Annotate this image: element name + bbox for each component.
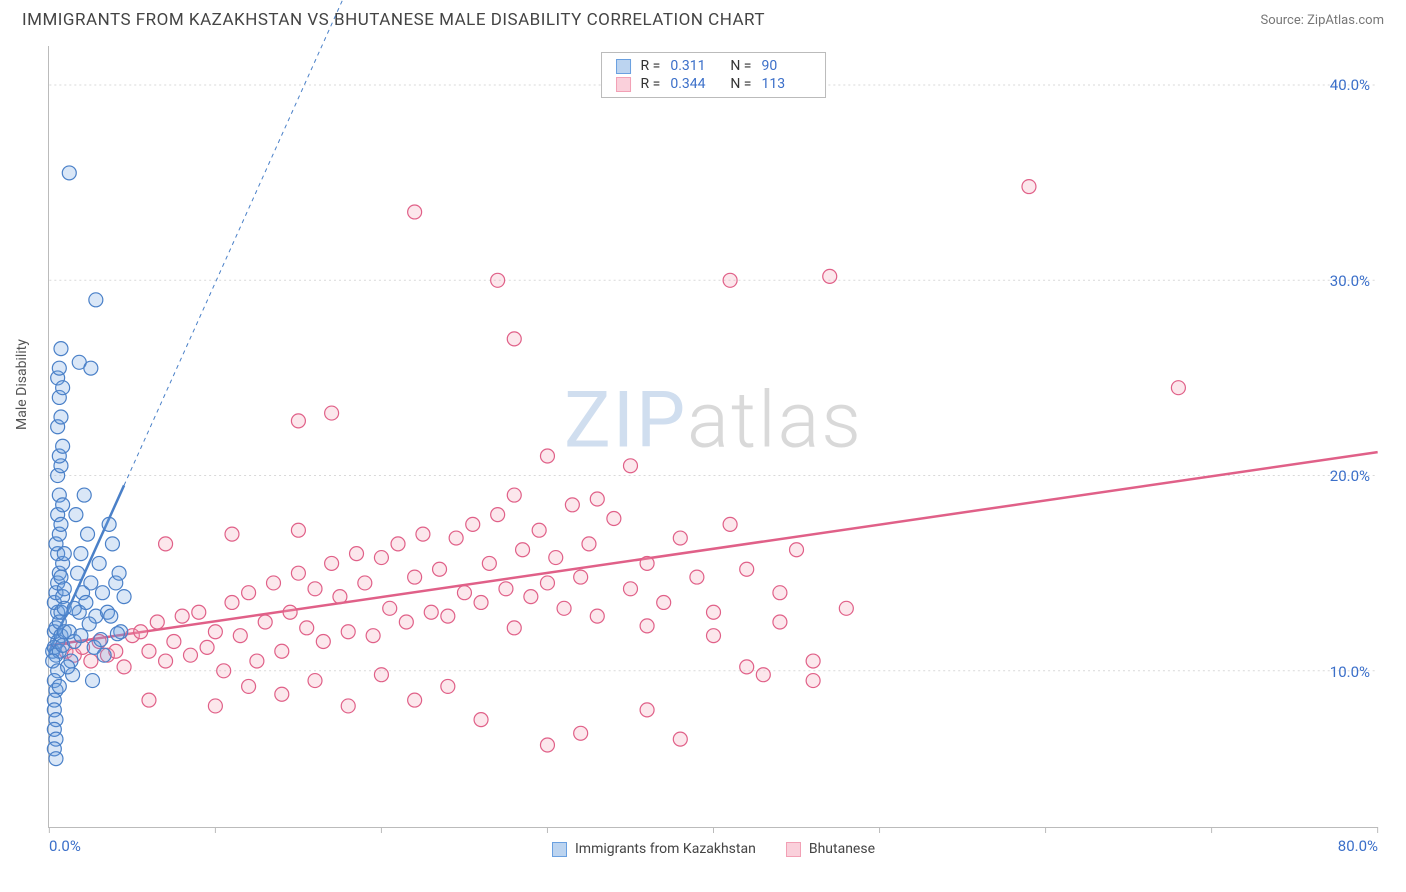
n-label: N = xyxy=(730,76,751,92)
legend-swatch-0 xyxy=(552,842,567,857)
x-tick-label-max: 80.0% xyxy=(1338,837,1378,855)
r-value-0: 0.311 xyxy=(670,58,720,74)
r-label: R = xyxy=(641,58,661,74)
chart-area: ZIPatlas R = 0.311 N = 90 R = 0.344 N = … xyxy=(48,46,1378,828)
r-value-1: 0.344 xyxy=(670,76,720,92)
legend-label-0: Immigrants from Kazakhstan xyxy=(575,841,756,857)
legend-item-1: Bhutanese xyxy=(786,841,875,857)
chart-title: IMMIGRANTS FROM KAZAKHSTAN VS BHUTANESE … xyxy=(22,10,765,30)
n-value-0: 90 xyxy=(761,58,811,74)
scatter-plot-svg xyxy=(49,46,1378,827)
legend-swatch-1 xyxy=(786,842,801,857)
n-label: N = xyxy=(730,58,751,74)
source-label: Source: ZipAtlas.com xyxy=(1260,13,1384,28)
r-label: R = xyxy=(641,76,661,92)
y-tick-label: 20.0% xyxy=(1330,467,1370,485)
legend-item-0: Immigrants from Kazakhstan xyxy=(552,841,756,857)
x-tick-label-min: 0.0% xyxy=(49,837,81,855)
stats-row-series-0: R = 0.311 N = 90 xyxy=(616,57,812,75)
y-axis-label: Male Disability xyxy=(14,339,30,430)
swatch-series-0 xyxy=(616,59,631,74)
y-tick-label: 10.0% xyxy=(1330,663,1370,681)
stats-row-series-1: R = 0.344 N = 113 xyxy=(616,75,812,93)
stats-legend-box: R = 0.311 N = 90 R = 0.344 N = 113 xyxy=(601,52,827,98)
y-tick-label: 30.0% xyxy=(1330,272,1370,290)
bottom-legend: Immigrants from Kazakhstan Bhutanese xyxy=(49,841,1378,857)
legend-label-1: Bhutanese xyxy=(809,841,875,857)
swatch-series-1 xyxy=(616,77,631,92)
n-value-1: 113 xyxy=(761,76,811,92)
y-tick-label: 40.0% xyxy=(1330,76,1370,94)
